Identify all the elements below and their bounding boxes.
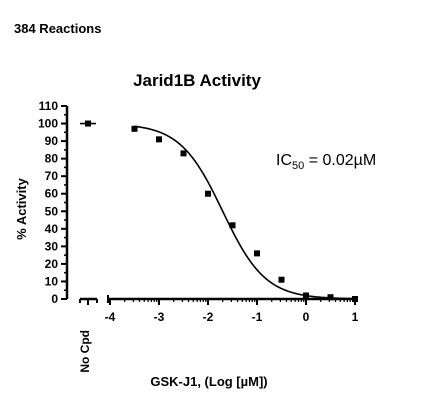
x-tick-label: -2 (203, 310, 214, 324)
fit-curve (134, 125, 356, 300)
data-point (352, 296, 358, 302)
ic50-prefix: IC (276, 152, 292, 169)
x-tick-label: -4 (105, 310, 116, 324)
data-point (205, 190, 211, 197)
x-axis-label: GSK-J1, (Log [µM]) (150, 374, 267, 389)
y-tick-label: 10 (45, 274, 59, 288)
x-tick-label: -3 (154, 310, 165, 324)
y-tick-label: 70 (45, 169, 59, 183)
data-point (180, 150, 187, 157)
data-point (131, 125, 138, 132)
y-tick-label: 30 (45, 239, 59, 253)
ic50-suffix: = 0.02µM (304, 152, 376, 169)
data-point (278, 276, 285, 283)
y-tick-label: 20 (45, 257, 59, 271)
data-point (303, 292, 309, 299)
data-point (327, 294, 334, 301)
page-header: 384 Reactions (14, 21, 102, 36)
data-point (229, 222, 236, 229)
y-tick-label: 100 (38, 117, 58, 131)
data-point (254, 250, 260, 257)
data-point (156, 136, 162, 143)
x-tick-label: -1 (252, 310, 263, 324)
y-tick-label: 50 (45, 204, 59, 218)
y-tick-label: 40 (45, 222, 59, 236)
fit-curve-layer (134, 125, 356, 300)
y-tick-label: 110 (39, 99, 59, 113)
y-tick-label: 60 (45, 187, 59, 201)
ic50-subscript: 50 (292, 160, 304, 172)
y-tick-label: 80 (45, 152, 59, 166)
axes: 0 10 20 30 40 50 60 70 80 90 100 110 -4 -3 -2 -1 0 1 (38, 99, 359, 324)
y-tick-label: 90 (45, 134, 59, 148)
data-points-layer (80, 120, 358, 302)
x-tick-label: 1 (352, 310, 359, 324)
y-axis-label: % Activity (14, 177, 29, 239)
x-tick-label: 0 (303, 310, 310, 324)
y-tick-label: 0 (51, 292, 58, 306)
no-cpd-label: No Cpd (78, 330, 92, 373)
chart-title: Jarid1B Activity (133, 71, 261, 90)
ic50-annotation: IC50 = 0.02µM (276, 152, 376, 172)
